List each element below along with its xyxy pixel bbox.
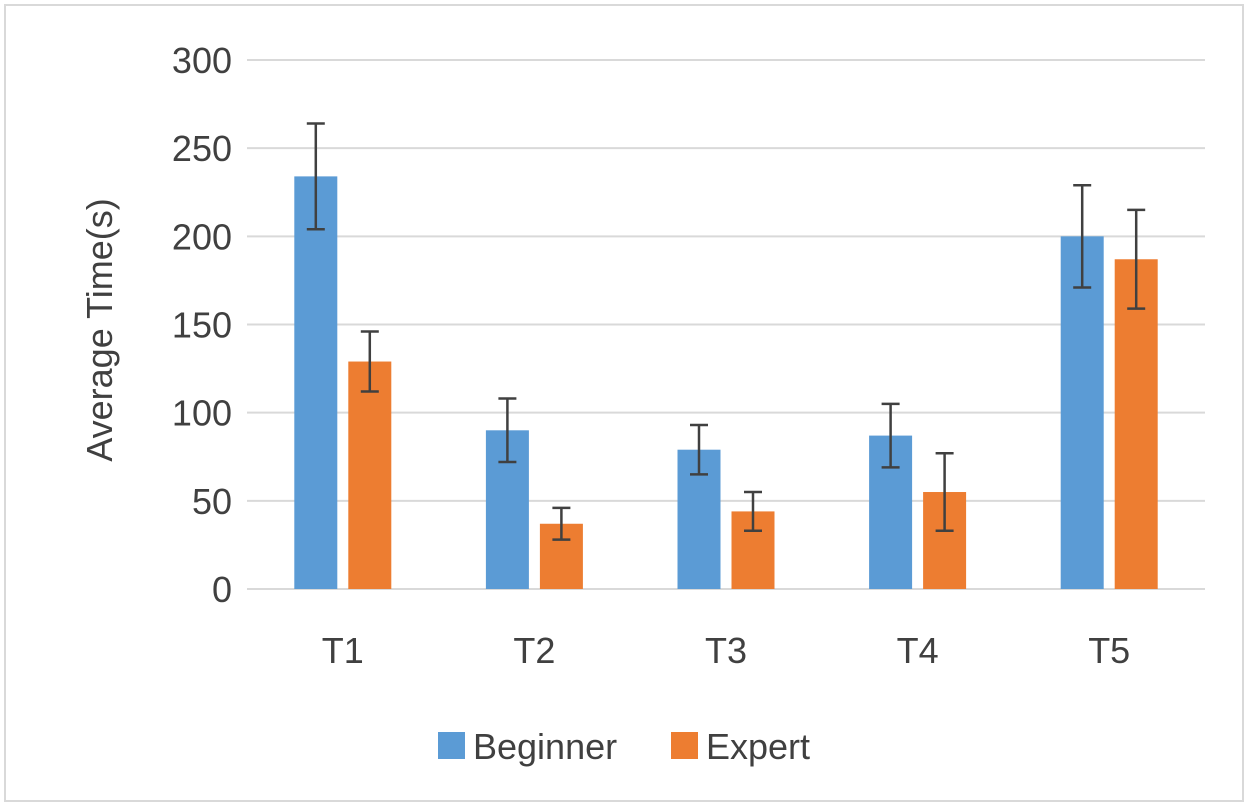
error-bar-beginner-t4: [881, 402, 900, 469]
y-axis-title: Average Time(s): [79, 198, 120, 461]
legend-item-expert: Expert: [671, 726, 810, 767]
legend-label: Expert: [706, 726, 810, 767]
error-bar-beginner-t5: [1073, 183, 1092, 289]
y-tick-label: 250: [172, 128, 232, 169]
x-tick-label: T3: [705, 630, 747, 671]
y-tick-label: 100: [172, 393, 232, 434]
error-bar-beginner-t3: [690, 423, 708, 476]
error-bar-expert-t2: [552, 506, 571, 541]
bar-beginner-t1: [294, 176, 338, 589]
error-bar-beginner-t2: [498, 397, 517, 464]
legend-swatch: [671, 732, 698, 759]
gridlines: [247, 59, 1205, 590]
x-tick-label: T2: [513, 630, 555, 671]
chart-frame: [4, 4, 1244, 802]
error-bar-expert-t4: [935, 451, 954, 533]
bar-beginner-t5: [1060, 236, 1104, 590]
legend: Beginner Expert: [438, 726, 810, 767]
x-tick-label: T1: [322, 630, 364, 671]
bar-expert-t5: [1114, 259, 1158, 589]
legend-label: Beginner: [473, 726, 617, 767]
y-tick-label: 150: [172, 305, 232, 346]
error-bar-expert-t3: [744, 490, 762, 533]
x-axis-ticks: T1 T2 T3 T4 T5: [322, 630, 1130, 671]
y-axis-ticks: 0 50 100 150 200 250 300: [172, 40, 232, 610]
x-tick-label: T5: [1088, 630, 1130, 671]
bar-expert-t1: [348, 361, 392, 589]
error-bar-beginner-t1: [306, 122, 325, 231]
y-tick-label: 0: [212, 569, 232, 610]
error-bar-expert-t5: [1127, 208, 1146, 310]
bars: [294, 176, 1158, 590]
y-tick-label: 300: [172, 40, 232, 81]
error-bar-expert-t1: [360, 330, 379, 393]
error-bars: [306, 122, 1146, 541]
y-tick-label: 200: [172, 216, 232, 257]
y-tick-label: 50: [192, 481, 232, 522]
x-tick-label: T4: [897, 630, 939, 671]
legend-swatch: [438, 732, 465, 759]
legend-item-beginner: Beginner: [438, 726, 617, 767]
